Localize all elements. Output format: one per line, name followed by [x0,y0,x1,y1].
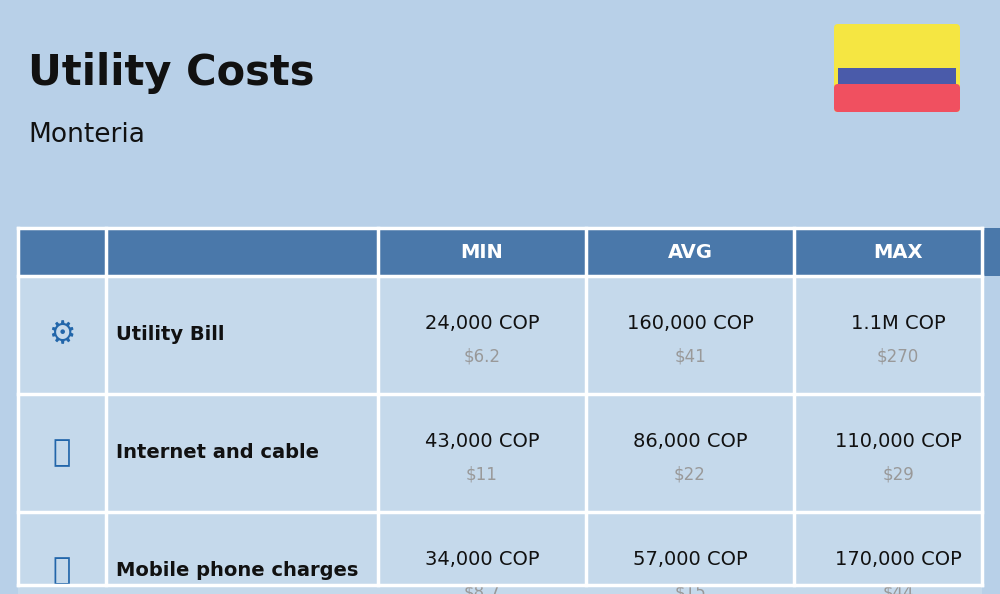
Text: Utility Costs: Utility Costs [28,52,314,94]
Text: Internet and cable: Internet and cable [116,444,319,463]
Text: $11: $11 [466,465,498,484]
Text: Utility Bill: Utility Bill [116,326,224,345]
Text: Monteria: Monteria [28,122,145,148]
Text: 📱: 📱 [53,557,71,586]
Text: MIN: MIN [461,242,503,261]
Text: 110,000 COP: 110,000 COP [835,432,961,451]
Text: 📶: 📶 [53,438,71,467]
Text: MAX: MAX [873,242,923,261]
Text: $22: $22 [674,465,706,484]
Bar [838,88,956,92]
Bar [586,228,794,276]
Bar [40,313,84,357]
Text: 170,000 COP: 170,000 COP [835,549,961,568]
Text: ⚙: ⚙ [48,321,76,349]
Bar [794,228,1000,276]
Bar [18,394,982,512]
Bar [378,228,586,276]
Text: $29: $29 [882,465,914,484]
Bar [18,228,378,276]
Text: $15: $15 [674,583,706,594]
Text: $44: $44 [882,583,914,594]
FancyBboxPatch shape [834,84,960,112]
Text: 86,000 COP: 86,000 COP [633,432,747,451]
Text: $8.7: $8.7 [464,583,500,594]
Text: 1.1M COP: 1.1M COP [851,314,945,333]
Text: Mobile phone charges: Mobile phone charges [116,561,358,580]
Text: $270: $270 [877,347,919,365]
Text: 24,000 COP: 24,000 COP [425,314,539,333]
Bar [18,276,982,394]
Bar [18,512,982,594]
Text: 57,000 COP: 57,000 COP [633,549,747,568]
Bar [838,68,956,88]
Text: 43,000 COP: 43,000 COP [425,432,539,451]
Text: 160,000 COP: 160,000 COP [627,314,753,333]
Text: 34,000 COP: 34,000 COP [425,549,539,568]
FancyBboxPatch shape [834,24,960,112]
Text: $41: $41 [674,347,706,365]
Text: AVG: AVG [668,242,712,261]
Text: $6.2: $6.2 [464,347,501,365]
